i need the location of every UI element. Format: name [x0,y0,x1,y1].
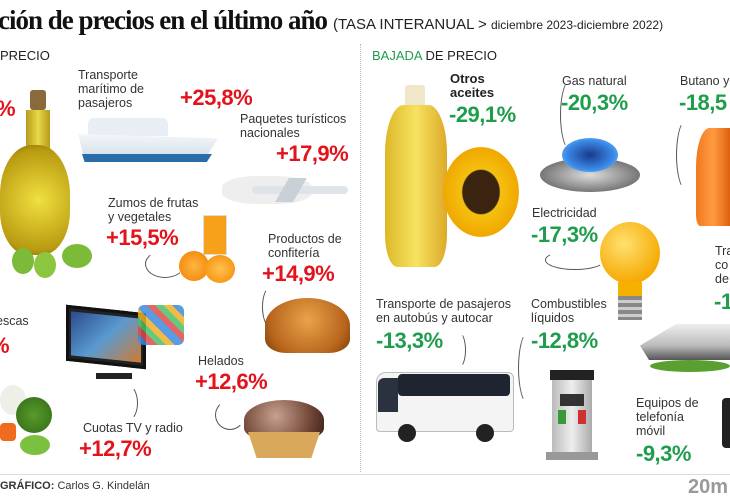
item-value: -12,8% [531,328,598,353]
oil-sunflower-image [385,85,520,270]
item-value: -17,3% [531,222,598,247]
mobile-phone-image [722,398,730,448]
decrease-section-label: BAJADA DE PRECIO [372,48,497,63]
item-value: -18,5 [679,90,727,115]
ship-image [78,118,218,168]
credit: GRÁFICO: Carlos G. Kindelán [0,480,150,492]
subtitle: (TASA INTERANUAL > diciembre 2023-diciem… [333,16,663,33]
item-value: +12,7% [79,436,152,461]
footer-divider [0,474,730,475]
olives-image [0,240,95,280]
item-label: Transporte marítimo de pasajeros [78,68,144,110]
item-value: +25,8% [180,85,253,110]
item-label: Helados [198,354,244,368]
item-label: Zumos de frutas y vegetales [108,196,199,224]
subtitle-main: (TASA INTERANUAL > [333,16,487,33]
leader-line [518,332,538,404]
item-value: +17,9% [276,141,349,166]
subtitle-dates: diciembre 2023-diciembre 2022) [490,18,664,32]
item-label: Equipos de telefonía móvil [636,396,699,438]
item-value: -29,1% [449,102,516,127]
credit-name: Carlos G. Kindelán [54,480,150,492]
item-label: Cuotas TV y radio [83,421,183,435]
train-image [640,318,730,374]
item-label: Transporte de pasajeros en autobús y aut… [376,297,512,325]
headline: ción de precios en el último año (TASA I… [0,4,663,36]
cut-label: / escas [0,314,29,328]
butane-cylinder-image [696,128,730,226]
leader-line [118,385,138,421]
item-label: Butano y [680,74,730,88]
bus-image [376,368,514,444]
vegetables-image [0,385,58,460]
leader-line [262,287,278,327]
leader-line [560,80,580,150]
plane-image [222,172,350,208]
item-value: -20,3% [561,90,628,115]
item-value: -1 [714,289,730,314]
item-label: Tra co de [715,244,730,286]
light-bulb-image [600,222,660,324]
page-title: ción de precios en el último año [0,5,328,35]
item-label: Paquetes turísticos nacionales [240,112,347,140]
fuel-pump-image [538,370,604,460]
olive-oil-bottle-image [0,90,70,260]
croissant-image [265,298,350,353]
item-value: -13,3% [376,328,443,353]
cut-value-1: % [0,97,16,121]
leader-line [145,250,185,278]
decrease-accent: BAJADA [372,48,422,63]
item-value: +15,5% [106,225,179,250]
leader-line [545,250,605,270]
leader-line [215,400,245,430]
item-label: Productos de confitería [268,232,342,260]
item-value: -9,3% [636,441,691,466]
orange-juice-image [175,215,240,285]
20minutos-logo: 20m [688,476,729,498]
leader-line [452,332,466,368]
item-label: Otros aceites [450,71,495,100]
ice-cream-image [238,400,330,460]
cut-value-2: % [0,334,10,358]
item-value: +12,6% [195,369,268,394]
section-divider [360,44,361,472]
leader-line [676,120,696,190]
item-label: Gas natural [562,74,627,88]
item-label: Electricidad [532,206,597,220]
item-value: +14,9% [262,261,335,286]
tv-image [66,304,186,395]
decrease-label-rest: DE PRECIO [421,48,497,63]
credit-label: GRÁFICO: [0,480,55,492]
item-label: Combustibles líquidos [531,297,607,325]
increase-section-label: PRECIO [0,48,50,63]
gas-burner-image [540,130,640,195]
